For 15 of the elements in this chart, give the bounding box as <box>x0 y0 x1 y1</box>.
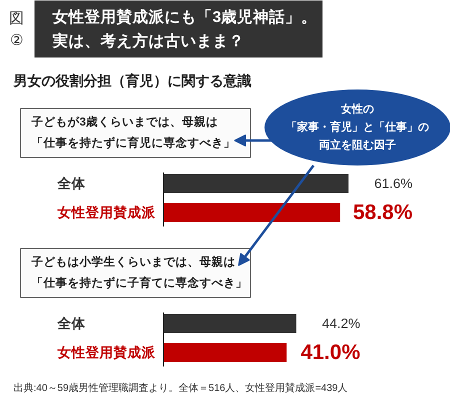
data-label: 44.2% <box>322 316 360 331</box>
y-tick-label: 女性登用賛成派 <box>56 205 156 220</box>
chart-title: 子どもが3歳くらいまでは、母親は「仕事を持たずに育児に専念すべき」 <box>30 114 236 150</box>
data-label: 41.0% <box>300 341 361 364</box>
y-tick-label: 全体 <box>56 316 86 331</box>
text: 図 ② <box>9 10 24 49</box>
source-note: 出典:40～59歳男性管理職調査より。全体＝516人、女性登用賛成派=439人 <box>14 382 348 394</box>
data-label: 61.6% <box>374 176 413 191</box>
y-tick-label: 女性登用賛成派 <box>56 345 156 360</box>
data-label: 58.8% <box>352 201 413 224</box>
y-tick-label: 全体 <box>56 176 86 191</box>
text: 男女の役割分担（育児）に関する意識 <box>12 72 252 88</box>
text: 女性登用賛成派にも「3歳児神話」。実は、考え方は古いまま？ <box>52 8 318 50</box>
text: 女性の「家事・育児」と「仕事」の両立を阻む因子 <box>286 102 429 152</box>
chart-title: 子どもは小学生くらいまでは、母親は「仕事を持たずに子育てに専念すべき」 <box>30 254 248 290</box>
